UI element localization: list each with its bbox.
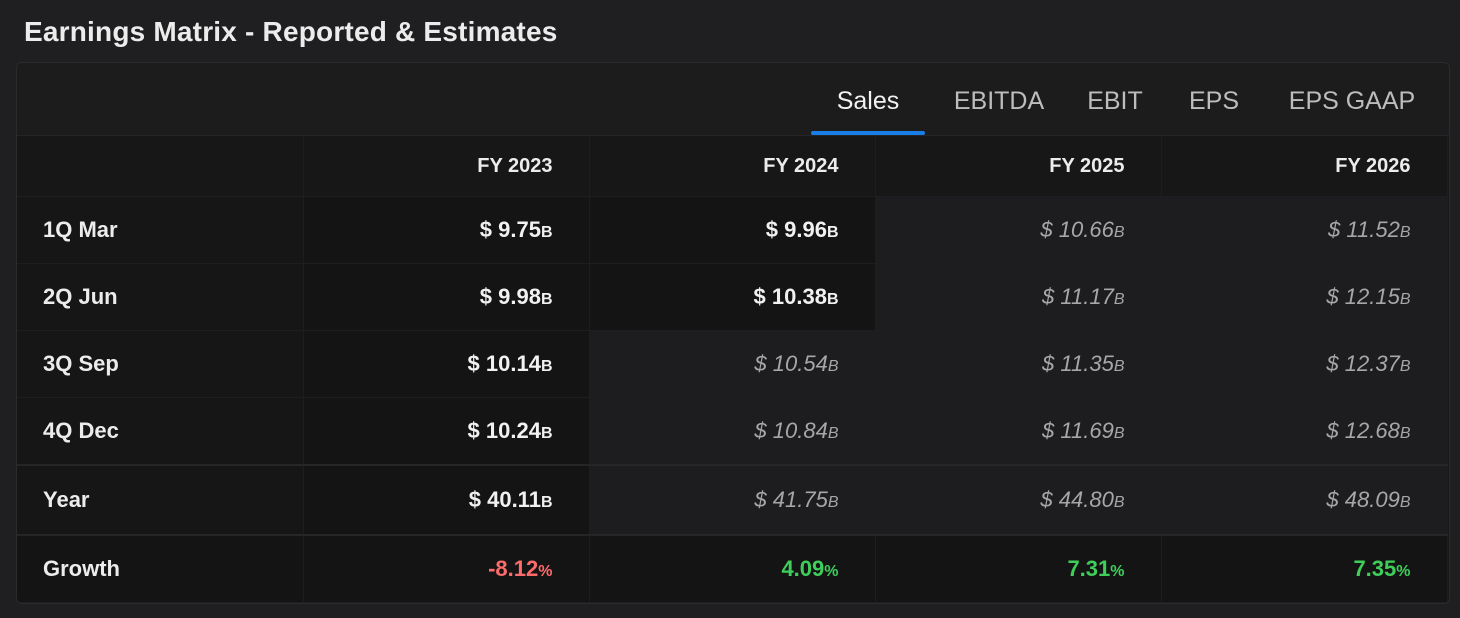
earnings-matrix-panel: Sales EBITDA EBIT EPS EPS GAAP FY 2023 F…: [16, 62, 1450, 604]
value-text: $ 12.68: [1326, 418, 1400, 443]
growth-value: -8.12: [488, 556, 539, 581]
value-text: $ 10.38: [753, 284, 827, 309]
row-label: Growth: [17, 534, 304, 603]
value-text: $ 9.75: [479, 217, 541, 242]
unit-text: %: [1396, 563, 1411, 580]
row-label: 4Q Dec: [17, 397, 304, 466]
table-row: 3Q Sep $ 10.14B $ 10.54B $ 11.35B $ 12.3…: [17, 330, 1448, 398]
row-label: 3Q Sep: [17, 330, 304, 398]
growth-cell: 4.09%: [589, 534, 876, 603]
unit-text: B: [1399, 494, 1411, 511]
unit-text: B: [827, 425, 839, 442]
value-cell: $ 11.52B: [1161, 196, 1448, 264]
unit-text: B: [540, 291, 553, 308]
value-cell: $ 44.80B: [875, 464, 1162, 536]
value-text: $ 12.15: [1326, 284, 1400, 309]
value-text: $ 9.98: [479, 284, 541, 309]
unit-text: B: [1113, 425, 1125, 442]
table-header-row: FY 2023 FY 2024 FY 2025 FY 2026: [17, 136, 1448, 197]
value-text: $ 10.14: [467, 351, 541, 376]
value-text: $ 48.09: [1326, 487, 1400, 512]
value-cell: $ 10.24B: [303, 397, 590, 466]
value-cell: $ 12.15B: [1161, 263, 1448, 331]
unit-text: B: [1113, 291, 1125, 308]
value-cell: $ 11.17B: [875, 263, 1162, 331]
value-text: $ 44.80: [1040, 487, 1114, 512]
unit-text: B: [1113, 494, 1125, 511]
growth-row: Growth -8.12% 4.09% 7.31% 7.35%: [17, 534, 1448, 603]
year-row: Year $ 40.11B $ 41.75B $ 44.80B $ 48.09B: [17, 464, 1448, 536]
tab-eps-gaap[interactable]: EPS GAAP: [1288, 87, 1416, 115]
value-text: $ 12.37: [1326, 351, 1400, 376]
value-text: $ 11.52: [1328, 217, 1400, 242]
unit-text: B: [827, 494, 839, 511]
value-cell: $ 10.38B: [589, 263, 876, 331]
value-text: $ 41.75: [754, 487, 828, 512]
page-title: Earnings Matrix - Reported & Estimates: [24, 16, 558, 47]
value-cell: $ 11.35B: [875, 330, 1162, 398]
header-blank: [17, 136, 304, 197]
value-text: $ 11.17: [1042, 284, 1114, 309]
growth-cell: -8.12%: [303, 534, 590, 603]
unit-text: B: [540, 358, 553, 375]
value-cell: $ 40.11B: [303, 464, 590, 536]
unit-text: B: [826, 291, 839, 308]
value-text: $ 11.35: [1042, 351, 1114, 376]
metric-tabs: Sales EBITDA EBIT EPS EPS GAAP: [17, 63, 1449, 136]
growth-cell: 7.35%: [1161, 534, 1448, 603]
growth-value: 4.09: [781, 556, 825, 581]
value-text: $ 11.69: [1042, 418, 1114, 443]
value-text: $ 9.96: [765, 217, 827, 242]
value-cell: $ 11.69B: [875, 397, 1162, 466]
tab-eps[interactable]: EPS: [1188, 87, 1240, 115]
unit-text: %: [824, 563, 839, 580]
value-cell: $ 9.75B: [303, 196, 590, 264]
value-text: $ 10.54: [754, 351, 828, 376]
value-cell: $ 48.09B: [1161, 464, 1448, 536]
row-label: 2Q Jun: [17, 263, 304, 331]
value-cell: $ 10.14B: [303, 330, 590, 398]
row-label: Year: [17, 464, 304, 536]
unit-text: B: [1399, 291, 1411, 308]
column-header: FY 2023: [303, 136, 590, 197]
unit-text: %: [538, 563, 553, 580]
unit-text: B: [540, 425, 553, 442]
table-row: 2Q Jun $ 9.98B $ 10.38B $ 11.17B $ 12.15…: [17, 263, 1448, 331]
value-cell: $ 12.37B: [1161, 330, 1448, 398]
value-cell: $ 12.68B: [1161, 397, 1448, 466]
column-header: FY 2026: [1161, 136, 1448, 197]
unit-text: B: [540, 494, 553, 511]
value-cell: $ 10.54B: [589, 330, 876, 398]
earnings-table: FY 2023 FY 2024 FY 2025 FY 2026 1Q Mar $…: [17, 136, 1448, 603]
unit-text: %: [1110, 563, 1125, 580]
growth-value: 7.35: [1353, 556, 1397, 581]
table-row: 1Q Mar $ 9.75B $ 9.96B $ 10.66B $ 11.52B: [17, 196, 1448, 264]
tab-ebit[interactable]: EBIT: [1087, 87, 1143, 115]
value-text: $ 10.24: [467, 418, 541, 443]
column-header: FY 2024: [589, 136, 876, 197]
row-label: 1Q Mar: [17, 196, 304, 264]
unit-text: B: [1399, 425, 1411, 442]
value-text: $ 10.66: [1040, 217, 1114, 242]
value-cell: $ 41.75B: [589, 464, 876, 536]
tab-sales[interactable]: Sales: [811, 63, 925, 135]
value-cell: $ 10.66B: [875, 196, 1162, 264]
value-text: $ 40.11: [468, 487, 541, 512]
tab-ebitda[interactable]: EBITDA: [953, 87, 1045, 115]
unit-text: B: [540, 224, 553, 241]
unit-text: B: [1113, 224, 1125, 241]
unit-text: B: [1399, 358, 1411, 375]
growth-value: 7.31: [1067, 556, 1111, 581]
value-text: $ 10.84: [754, 418, 828, 443]
value-cell: $ 9.98B: [303, 263, 590, 331]
growth-cell: 7.31%: [875, 534, 1162, 603]
value-cell: $ 9.96B: [589, 196, 876, 264]
unit-text: B: [827, 358, 839, 375]
unit-text: B: [1399, 224, 1411, 241]
unit-text: B: [1113, 358, 1125, 375]
table-row: 4Q Dec $ 10.24B $ 10.84B $ 11.69B $ 12.6…: [17, 397, 1448, 466]
column-header: FY 2025: [875, 136, 1162, 197]
unit-text: B: [826, 224, 839, 241]
value-cell: $ 10.84B: [589, 397, 876, 466]
